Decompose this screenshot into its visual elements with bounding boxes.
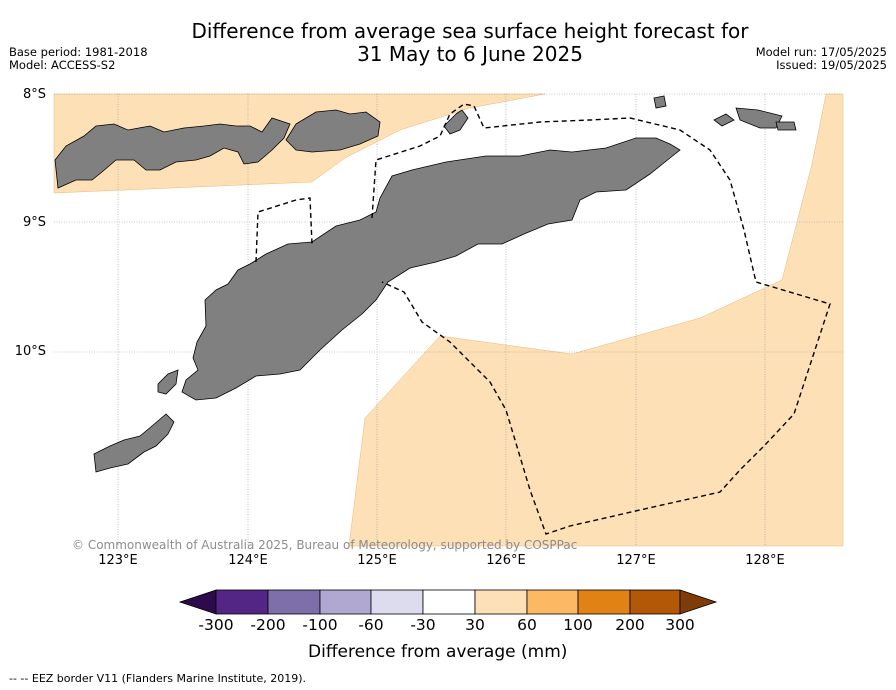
island-north-2 [653, 95, 667, 109]
colorbar-tick: 100 [563, 616, 593, 634]
colorbar-title: Difference from average (mm) [308, 642, 568, 662]
eez-borders [255, 103, 831, 535]
colorbar-tick: -100 [302, 616, 338, 634]
model-run: Model run: 17/05/2025 [755, 45, 887, 59]
island-north-5 [713, 113, 735, 127]
lon-label: 124°E [228, 553, 268, 568]
lon-label: 127°E [616, 553, 656, 568]
lon-label: 123°E [98, 553, 138, 568]
colorbar-bin [422, 589, 476, 615]
lon-label: 125°E [357, 553, 397, 568]
colorbar-tick: 300 [665, 616, 695, 634]
colorbar-tick: -60 [358, 616, 384, 634]
colorbar-bin [215, 589, 269, 615]
colorbar-bin [370, 589, 424, 615]
meta-left: Base period: 1981-2018 Model: ACCESS-S2 [9, 46, 148, 72]
anomaly-region-southeast [348, 93, 844, 547]
colorbar-tick: -300 [198, 616, 234, 634]
title-line-1: Difference from average sea surface heig… [191, 19, 749, 43]
lon-label: 126°E [486, 553, 526, 568]
model-name: Model: ACCESS-S2 [9, 58, 116, 72]
colorbar-bin [629, 589, 681, 615]
island-north-4 [775, 121, 797, 131]
colorbar-extend-high [679, 589, 718, 615]
island-north-3 [735, 107, 783, 129]
colorbar-bin [319, 589, 372, 615]
colorbar-tick: 60 [517, 616, 537, 634]
lat-label: 9°S [22, 215, 46, 230]
semau-island [157, 369, 179, 395]
lon-label: 128°E [745, 553, 785, 568]
map-title: Difference from average sea surface heig… [130, 20, 810, 66]
colorbar [178, 589, 718, 615]
colorbar-extend-low [178, 589, 217, 615]
issued-date: Issued: 19/05/2025 [776, 58, 887, 72]
colorbar-bin [474, 589, 528, 615]
colorbar-tick: -30 [410, 616, 436, 634]
eez-legend-note: -- -- EEZ border V11 (Flanders Marine In… [9, 672, 307, 685]
title-line-2: 31 May to 6 June 2025 [357, 42, 583, 66]
timor-island [181, 137, 681, 401]
colorbar-bin [577, 589, 631, 615]
colorbar-tick: 200 [615, 616, 645, 634]
copyright-notice: © Commonwealth of Australia 2025, Bureau… [72, 538, 578, 552]
colorbar-bin [267, 589, 321, 615]
rote-island [93, 413, 175, 473]
kisar-island [285, 109, 381, 153]
meta-right: Model run: 17/05/2025 Issued: 19/05/2025 [756, 46, 887, 72]
base-period: Base period: 1981-2018 [9, 45, 148, 59]
colorbar-tick: -200 [250, 616, 286, 634]
colorbar-bin [526, 589, 579, 615]
colorbar-tick: 30 [465, 616, 485, 634]
wetar-island [54, 117, 291, 189]
lat-label: 8°S [22, 87, 46, 102]
lat-label: 10°S [14, 344, 46, 359]
